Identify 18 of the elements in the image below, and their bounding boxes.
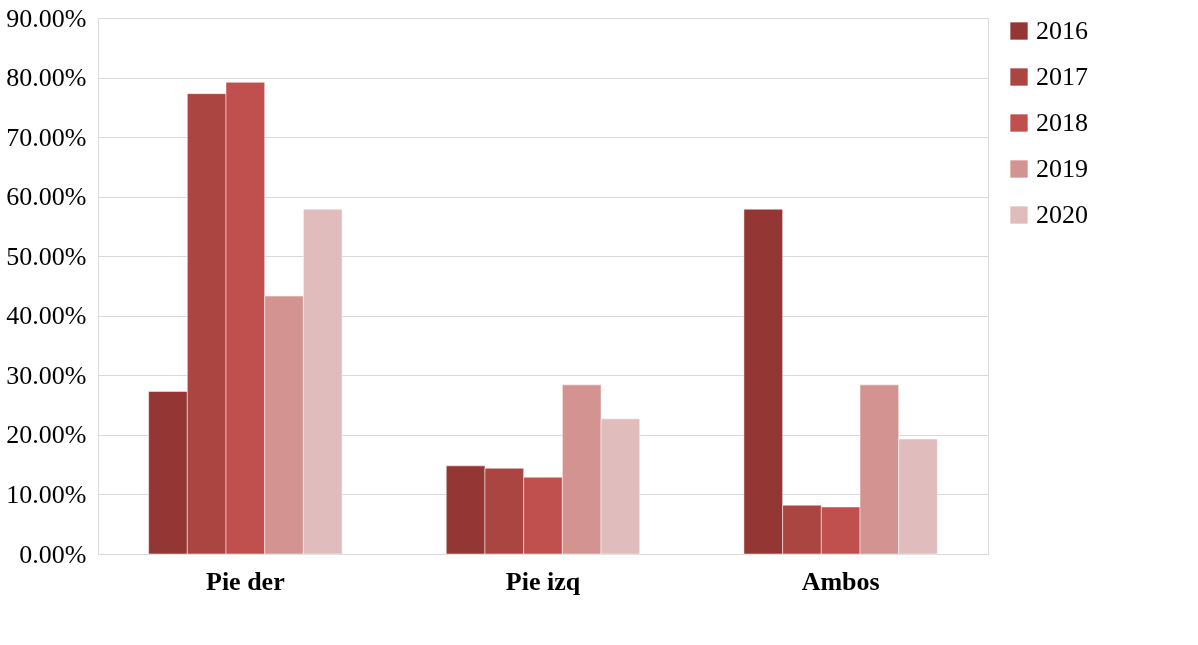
x-tick-label: Pie der	[206, 566, 285, 596]
legend-label: 2017	[1036, 62, 1088, 91]
y-tick-label: 10.00%	[6, 479, 87, 509]
legend-label: 2018	[1036, 108, 1088, 137]
legend-label: 2019	[1036, 154, 1088, 183]
y-tick-label: 90.00%	[6, 3, 87, 33]
y-tick-label: 40.00%	[6, 301, 87, 331]
y-tick-label: 20.00%	[6, 420, 87, 450]
y-tick-label: 50.00%	[6, 241, 87, 271]
legend-label: 2016	[1036, 16, 1088, 45]
y-tick-label: 80.00%	[6, 63, 87, 93]
x-tick-label: Pie izq	[505, 566, 581, 596]
y-tick-label: 70.00%	[6, 122, 87, 152]
legend-label: 2020	[1036, 200, 1088, 229]
y-tick-label: 0.00%	[19, 539, 87, 569]
y-tick-label: 30.00%	[6, 360, 87, 390]
x-tick-label: Ambos	[801, 566, 880, 596]
y-tick-label: 60.00%	[6, 182, 87, 212]
